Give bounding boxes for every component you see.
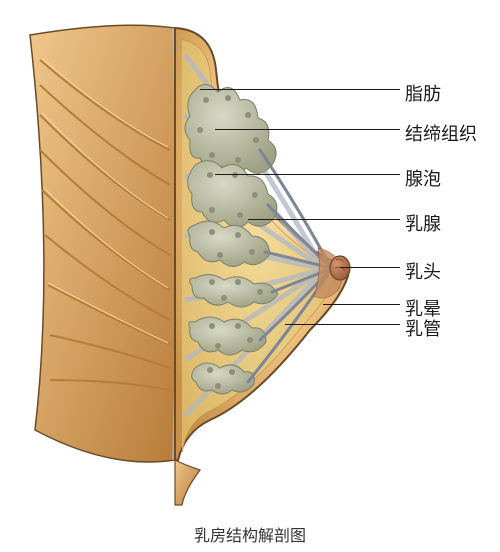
label-nipple: 乳头 — [405, 258, 441, 284]
nipple — [330, 256, 350, 280]
leader-nipple — [340, 267, 400, 268]
leader-fat — [200, 89, 400, 90]
label-alveoli: 腺泡 — [405, 165, 441, 191]
leader-alveoli — [215, 174, 400, 175]
label-fat: 脂肪 — [405, 80, 441, 106]
pectoral-muscle — [30, 25, 175, 462]
leader-areola — [323, 304, 400, 305]
label-duct: 乳管 — [405, 315, 441, 341]
diagram-caption: 乳房结构解剖图 — [150, 522, 350, 546]
leader-duct — [285, 324, 400, 325]
abdominal-wall — [175, 460, 200, 505]
label-connective: 结缔组织 — [405, 120, 477, 146]
leader-gland — [248, 219, 400, 220]
label-gland: 乳腺 — [405, 210, 441, 236]
leader-connective — [215, 129, 400, 130]
